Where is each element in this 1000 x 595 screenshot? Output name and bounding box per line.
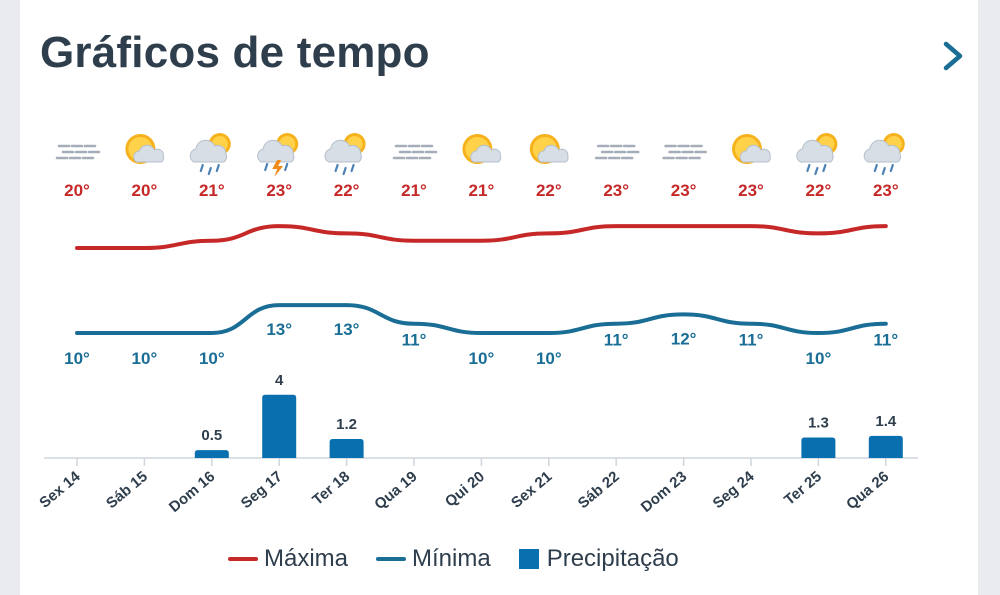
x-tick-label: Seg 17 xyxy=(238,468,286,512)
min-temp-label: 11° xyxy=(873,331,898,350)
max-temp-label: 21° xyxy=(199,181,225,200)
precip-bar xyxy=(801,437,836,458)
precip-value-label: 4 xyxy=(275,372,284,389)
legend-min-swatch xyxy=(376,557,407,561)
min-temp-label: 12° xyxy=(671,329,697,348)
legend-min-label: Mínima xyxy=(412,545,491,572)
min-temp-label: 13° xyxy=(266,320,292,339)
legend-max-swatch xyxy=(228,557,258,561)
thunderstorm-sun-icon xyxy=(257,133,299,177)
x-tick-label: Qui 20 xyxy=(442,468,488,511)
max-temp-label: 20° xyxy=(64,181,90,200)
x-tick-label: Qua 19 xyxy=(371,468,420,513)
precip-bar xyxy=(329,439,364,458)
precip-value-label: 1.4 xyxy=(875,413,897,430)
fog-icon xyxy=(662,144,707,160)
max-temp-label: 23° xyxy=(738,181,764,200)
legend-precip-label: Precipitação xyxy=(546,545,679,572)
min-temp-label: 10° xyxy=(806,349,832,368)
rain-sun-icon xyxy=(189,133,231,176)
chart-legend: Máxima Mínima Precipitação xyxy=(228,541,707,577)
max-temp-label: 23° xyxy=(603,181,629,200)
max-temp-label: 23° xyxy=(671,181,697,200)
x-tick-label: Sex 14 xyxy=(36,468,84,512)
min-temp-label: 10° xyxy=(199,349,225,368)
x-tick-label: Dom 23 xyxy=(638,468,690,516)
partly-cloudy-icon xyxy=(732,134,771,164)
max-temp-label: 22° xyxy=(806,181,832,200)
min-temp-label: 11° xyxy=(402,331,427,350)
rain-sun-icon xyxy=(324,133,366,176)
max-temp-label: 21° xyxy=(469,181,495,200)
min-temp-label: 11° xyxy=(739,331,764,350)
x-tick-label: Sáb 15 xyxy=(103,468,151,512)
partly-cloudy-icon xyxy=(529,134,569,164)
x-tick-label: Sex 21 xyxy=(508,468,555,512)
precip-bar xyxy=(868,435,903,458)
precip-value-label: 1.3 xyxy=(808,414,829,431)
fog-icon xyxy=(594,144,640,160)
rain-sun-icon xyxy=(796,133,838,176)
x-tick-label: Ter 18 xyxy=(309,468,353,509)
legend-precip-swatch xyxy=(518,549,539,569)
max-temp-label: 23° xyxy=(266,181,292,200)
min-temp-label: 10° xyxy=(469,349,495,368)
max-temp-label: 20° xyxy=(132,181,158,200)
partly-cloudy-icon xyxy=(462,134,502,164)
precip-bar xyxy=(194,450,229,458)
legend-max-label: Máxima xyxy=(264,545,349,572)
x-tick-label: Ter 25 xyxy=(781,468,825,509)
x-tick-label: Dom 16 xyxy=(166,468,218,516)
fog-icon xyxy=(55,144,101,160)
precip-bar xyxy=(262,394,297,458)
weather-chart-card: Gráficos de tempo xyxy=(20,0,978,595)
rain-sun-icon xyxy=(863,133,905,176)
precip-value-label: 1.2 xyxy=(336,416,357,433)
fog-icon xyxy=(392,144,438,160)
min-temp-label: 11° xyxy=(604,331,629,350)
x-tick-label: Seg 24 xyxy=(710,468,758,513)
legend-item-max[interactable]: Máxima xyxy=(228,545,348,573)
legend-item-min[interactable]: Mínima xyxy=(376,545,491,573)
min-temp-label: 10° xyxy=(132,349,158,368)
x-tick-label: Qua 26 xyxy=(843,468,892,513)
min-temp-label: 13° xyxy=(334,320,360,339)
min-temp-label: 10° xyxy=(64,349,90,368)
max-temp-label: 23° xyxy=(873,181,899,200)
min-temp-label: 10° xyxy=(536,349,562,368)
max-temperature-line xyxy=(75,224,888,251)
x-tick-label: Sáb 22 xyxy=(575,468,623,512)
chevron-right-icon[interactable] xyxy=(936,36,970,76)
max-temp-label: 21° xyxy=(401,181,427,200)
partly-cloudy-icon xyxy=(125,134,165,164)
max-temp-label: 22° xyxy=(334,181,360,200)
page-title: Gráficos de tempo xyxy=(40,28,430,77)
legend-item-precip[interactable]: Precipitação xyxy=(518,545,679,573)
precip-value-label: 0.5 xyxy=(201,427,222,444)
min-temperature-line xyxy=(75,303,888,336)
max-temp-label: 22° xyxy=(536,181,562,200)
